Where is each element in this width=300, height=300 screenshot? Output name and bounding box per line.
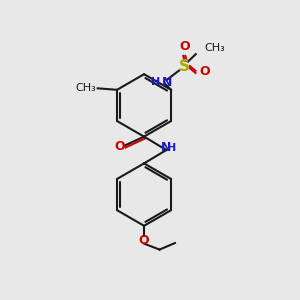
Text: H: H [151, 77, 160, 87]
Text: N: N [161, 141, 172, 154]
Text: O: O [179, 40, 190, 53]
Text: CH₃: CH₃ [205, 43, 225, 53]
Text: O: O [200, 65, 210, 79]
Text: O: O [139, 234, 149, 247]
Text: H: H [167, 142, 176, 153]
Text: S: S [179, 58, 190, 74]
Text: O: O [114, 140, 125, 153]
Text: CH₃: CH₃ [76, 83, 96, 93]
Text: N: N [162, 76, 172, 89]
